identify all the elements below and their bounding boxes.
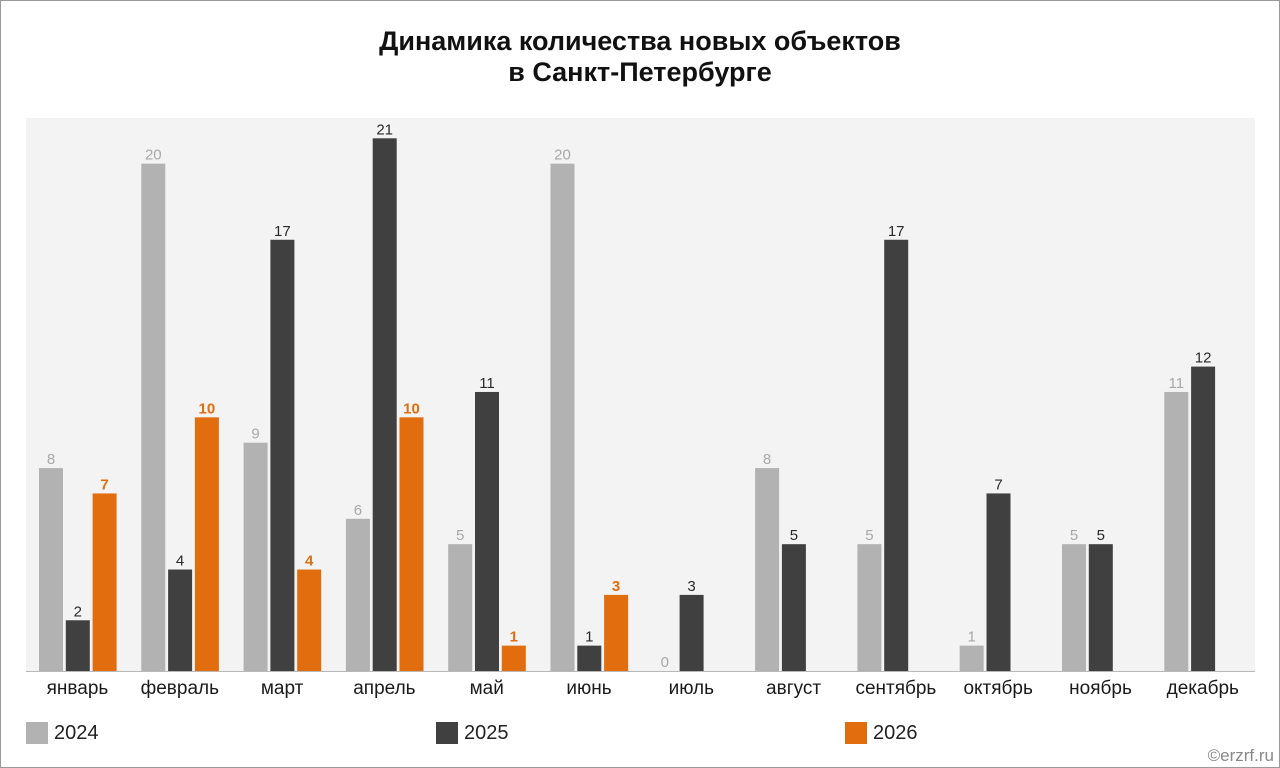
bar-2025-4 — [372, 138, 397, 671]
legend-item-2026: 2026 — [845, 720, 918, 746]
chart-title: Динамика количества новых объектов в Сан… — [0, 26, 1280, 88]
bar-2025-2 — [168, 569, 193, 671]
legend-label-2024: 2024 — [54, 721, 99, 744]
data-label-2025-2: 4 — [176, 553, 184, 570]
data-label-2025-6: 1 — [585, 629, 593, 646]
data-label-2026-2: 10 — [199, 400, 216, 417]
legend-label-2025: 2025 — [464, 721, 509, 744]
bar-2026-2 — [194, 417, 219, 671]
category-label-1: январь — [47, 678, 109, 699]
bar-2025-12 — [1191, 366, 1216, 671]
legend-label-2026: 2026 — [873, 721, 918, 744]
bar-2025-1 — [65, 620, 90, 671]
bar-2025-5 — [475, 391, 499, 671]
data-label-2024-10: 1 — [968, 629, 976, 646]
category-label-12: декабрь — [1167, 678, 1239, 699]
bar-2025-8 — [781, 544, 806, 671]
bar-2026-4 — [399, 417, 424, 671]
bar-2024-11 — [1062, 544, 1086, 671]
category-label-4: апрель — [353, 678, 415, 699]
category-label-10: октябрь — [963, 678, 1033, 699]
category-label-6: июнь — [566, 678, 611, 699]
data-label-2024-1: 8 — [47, 451, 55, 468]
bar-2025-3 — [270, 239, 295, 671]
bar-2024-9 — [857, 544, 882, 671]
chart-title-line-1: Динамика количества новых объектов — [379, 26, 901, 56]
data-label-2025-10: 7 — [994, 476, 1002, 493]
data-label-2024-7: 0 — [661, 654, 669, 671]
bar-2024-2 — [141, 163, 166, 671]
data-label-2026-6: 3 — [612, 578, 620, 595]
bar-2024-6 — [550, 163, 575, 671]
bar-2026-6 — [604, 594, 629, 671]
data-label-2024-2: 20 — [145, 147, 162, 164]
plot-area — [26, 118, 1255, 671]
data-label-2025-12: 12 — [1195, 350, 1212, 367]
data-label-2024-6: 20 — [554, 147, 571, 164]
bar-2024-1 — [39, 468, 63, 671]
data-label-2026-3: 4 — [305, 553, 314, 570]
legend-swatch-2024 — [26, 722, 48, 744]
bar-2025-7 — [679, 594, 704, 671]
bar-2024-3 — [243, 442, 268, 671]
data-label-2024-11: 5 — [1070, 527, 1078, 544]
data-label-2024-9: 5 — [865, 527, 873, 544]
bar-2025-10 — [986, 493, 1011, 671]
category-label-3: март — [261, 678, 304, 699]
bar-2024-5 — [448, 544, 473, 671]
bar-2024-4 — [345, 518, 370, 671]
data-label-2025-7: 3 — [687, 578, 695, 595]
category-label-5: май — [470, 678, 504, 699]
category-label-7: июль — [669, 678, 715, 699]
bar-2024-12 — [1164, 391, 1189, 671]
bar-2024-10 — [959, 645, 984, 671]
category-label-8: август — [766, 678, 821, 699]
data-label-2025-4: 21 — [376, 121, 393, 138]
data-label-2024-8: 8 — [763, 451, 771, 468]
data-label-2024-12: 11 — [1169, 375, 1185, 392]
category-label-11: ноябрь — [1069, 678, 1132, 699]
data-label-2024-4: 6 — [354, 502, 362, 519]
data-label-2024-3: 9 — [251, 426, 259, 443]
data-label-2025-3: 17 — [274, 223, 291, 240]
data-label-2025-11: 5 — [1097, 527, 1105, 544]
category-label-2: февраль — [141, 678, 220, 699]
bar-2026-5 — [501, 645, 526, 671]
bar-2026-1 — [92, 493, 117, 671]
data-label-2025-9: 17 — [888, 223, 905, 240]
bar-2025-11 — [1088, 544, 1113, 671]
legend-item-2025: 2025 — [436, 720, 509, 746]
data-label-2026-5: 1 — [510, 629, 518, 646]
data-label-2025-5: 11 — [479, 375, 495, 392]
bar-2024-8 — [755, 468, 780, 671]
chart-title-line-2: в Санкт-Петербурге — [508, 57, 772, 87]
legend-item-2024: 2024 — [26, 720, 99, 746]
legend-swatch-2026 — [845, 722, 867, 744]
data-label-2026-4: 10 — [403, 400, 420, 417]
bar-2025-9 — [884, 239, 909, 671]
legend-swatch-2025 — [436, 722, 458, 744]
data-label-2026-1: 7 — [100, 476, 108, 493]
copyright-text: ©erzrf.ru — [1207, 746, 1274, 765]
category-label-9: сентябрь — [855, 678, 936, 699]
data-label-2025-1: 2 — [74, 603, 82, 620]
bar-2026-3 — [297, 569, 322, 671]
data-label-2024-5: 5 — [456, 527, 464, 544]
bar-2025-6 — [577, 645, 602, 671]
data-label-2025-8: 5 — [790, 527, 798, 544]
